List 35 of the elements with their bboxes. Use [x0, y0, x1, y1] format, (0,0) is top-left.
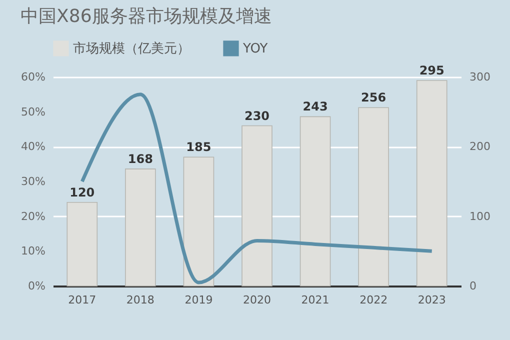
- data-label: 168: [128, 152, 153, 166]
- data-label: 185: [186, 140, 212, 154]
- x-tick-label: 2018: [126, 294, 154, 306]
- data-label: 243: [302, 100, 328, 114]
- bar: [242, 125, 272, 286]
- y-tick-label: 30%: [21, 175, 46, 188]
- x-tick-label: 2020: [243, 294, 271, 306]
- bar: [66, 202, 98, 286]
- x-tick-label: 2023: [418, 294, 446, 306]
- bar: [416, 80, 448, 286]
- y-tick-label: 60%: [21, 70, 46, 84]
- y2-tick-label: 100: [470, 210, 490, 223]
- data-label: 230: [244, 108, 270, 123]
- y2-tick-label: 0: [470, 280, 476, 292]
- x-tick-label: 2022: [360, 294, 388, 306]
- x-tick-label: 2017: [68, 294, 96, 306]
- bar: [125, 168, 156, 286]
- x-tick-label: 2021: [301, 294, 330, 306]
- bar: [358, 107, 389, 286]
- data-label: 256: [361, 90, 386, 105]
- y2-tick-label: 200: [470, 140, 490, 154]
- y-tick-label: 50%: [21, 105, 46, 118]
- chart-title: 中国X86服务器市场规模及增速: [20, 6, 272, 27]
- bar: [300, 116, 331, 286]
- data-label: 120: [70, 185, 95, 200]
- legend-label: 市场规模（亿美元）: [73, 40, 190, 56]
- y-tick-label: 40%: [21, 140, 46, 154]
- y2-tick-label: 300: [470, 70, 490, 84]
- bar: [183, 156, 214, 286]
- y-tick-label: 20%: [21, 210, 46, 223]
- y-tick-label: 0%: [28, 280, 46, 292]
- legend-label: YOY: [242, 41, 268, 56]
- data-label: 295: [419, 63, 444, 78]
- y-tick-label: 10%: [21, 244, 46, 258]
- x-tick-label: 2019: [184, 294, 213, 306]
